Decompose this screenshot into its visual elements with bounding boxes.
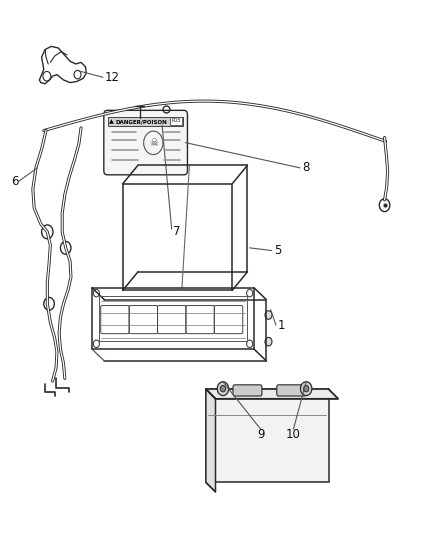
Text: 9: 9 [257, 428, 265, 441]
Circle shape [220, 385, 226, 392]
Bar [129, 118, 150, 134]
Circle shape [300, 382, 312, 395]
Polygon shape [206, 389, 338, 399]
Bar [206, 389, 328, 482]
Text: DANGER/POISON: DANGER/POISON [115, 119, 167, 124]
Circle shape [265, 337, 272, 346]
Bar [108, 117, 183, 126]
Circle shape [265, 311, 272, 319]
Text: ▲: ▲ [109, 119, 114, 124]
Circle shape [304, 385, 309, 392]
FancyBboxPatch shape [233, 385, 262, 396]
Text: P03: P03 [172, 118, 180, 123]
Text: 12: 12 [105, 71, 120, 84]
Text: 5: 5 [274, 244, 281, 257]
Text: 8: 8 [302, 161, 310, 174]
Text: 1: 1 [278, 319, 286, 332]
FancyBboxPatch shape [104, 110, 187, 175]
Text: 10: 10 [286, 428, 301, 441]
Text: 7: 7 [173, 225, 180, 238]
Text: ☠: ☠ [149, 138, 158, 148]
Polygon shape [206, 389, 215, 492]
Circle shape [217, 382, 229, 395]
Text: 6: 6 [11, 175, 18, 188]
Bar [170, 117, 182, 125]
Bar [158, 117, 175, 134]
FancyBboxPatch shape [277, 385, 306, 396]
